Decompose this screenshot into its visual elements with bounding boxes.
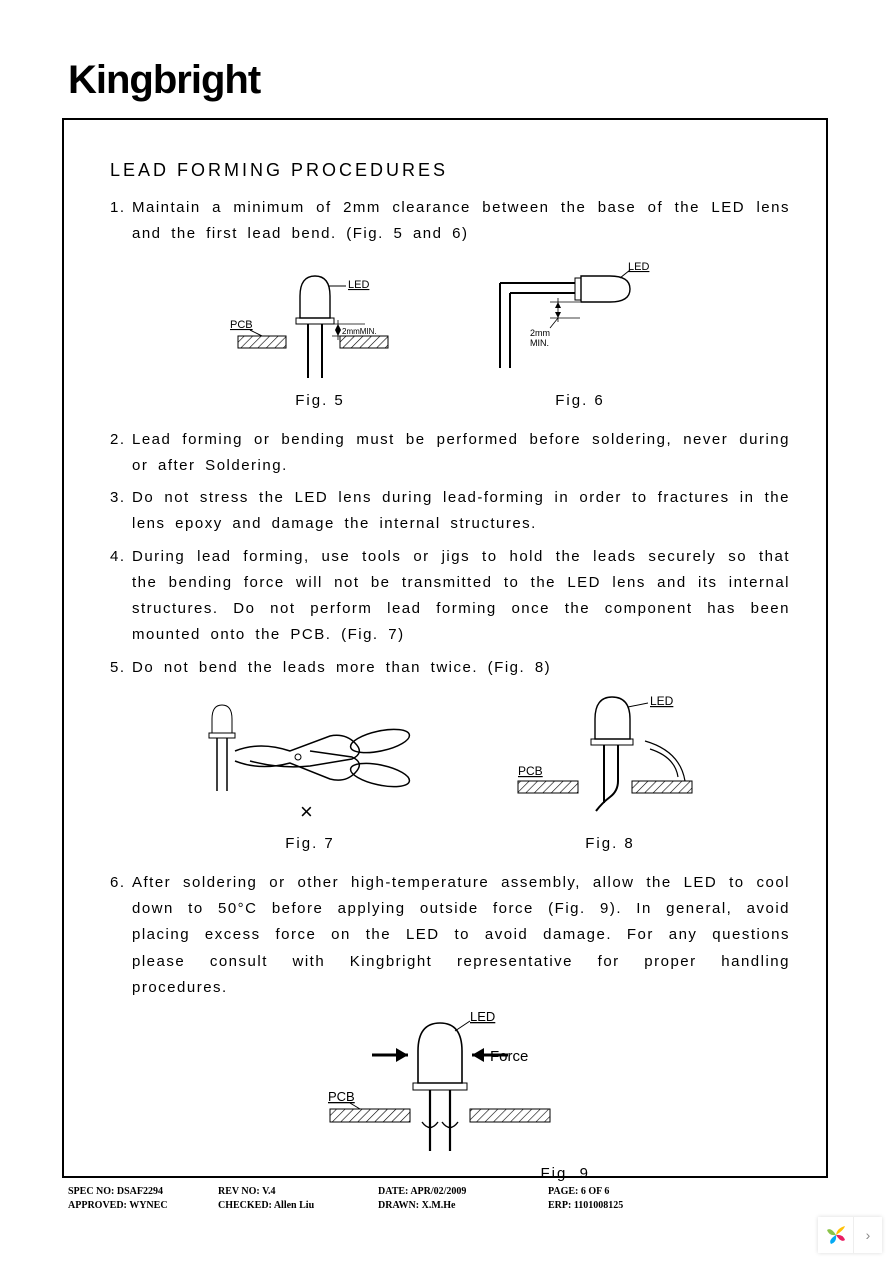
item-text: Lead forming or bending must be performe… (132, 431, 790, 474)
figure-6: LED 2mm MIN. Fig. 6 (480, 258, 680, 409)
footer-checked: CHECKED: Allen Liu (218, 1200, 378, 1211)
min-label-2: MIN. (530, 338, 549, 348)
item-number: 4. (110, 544, 132, 570)
list-item: 3.Do not stress the LED lens during lead… (110, 485, 790, 538)
list-item: 6.After soldering or other high-temperat… (110, 870, 790, 1001)
pcb-label: PCB (230, 319, 253, 331)
brand-logo: Kingbright (68, 58, 260, 103)
fig7-diagram-icon: × (180, 691, 440, 831)
figure-5: PCB LED 2mmMIN. Fig. 5 (220, 258, 420, 409)
fig8-diagram-icon: LED PCB (500, 691, 720, 831)
figure-caption: Fig. 6 (480, 392, 680, 409)
item-number: 1. (110, 195, 132, 221)
list-item: 5.Do not bend the leads more than twice.… (110, 655, 790, 681)
item-number: 2. (110, 427, 132, 453)
item-text: Do not stress the LED lens during lead-f… (132, 489, 790, 532)
item-number: 5. (110, 655, 132, 681)
led-label: LED (628, 261, 649, 273)
footer: SPEC NO: DSAF2294 REV NO: V.4 DATE: APR/… (68, 1186, 828, 1214)
footer-row: SPEC NO: DSAF2294 REV NO: V.4 DATE: APR/… (68, 1186, 828, 1197)
widget-logo-icon (818, 1217, 854, 1253)
fig5-diagram-icon: PCB LED 2mmMIN. (220, 258, 420, 388)
figure-caption: Fig. 7 (180, 835, 440, 852)
footer-row: APPROVED: WYNEC CHECKED: Allen Liu DRAWN… (68, 1200, 828, 1211)
led-label: LED (470, 1011, 495, 1024)
corner-widget[interactable]: › (818, 1217, 882, 1253)
pcb-label: PCB (328, 1089, 355, 1104)
footer-page: PAGE: 6 OF 6 (548, 1186, 698, 1197)
content-region: LEAD FORMING PROCEDURES 1.Maintain a min… (110, 160, 790, 1200)
figure-row-7-8: × Fig. 7 LED (110, 691, 790, 852)
figure-row-9: LED PCB Force Fig. 9 (110, 1011, 790, 1182)
item-number: 6. (110, 870, 132, 896)
min-label-1: 2mm (530, 328, 550, 338)
figure-7: × Fig. 7 (180, 691, 440, 852)
force-label: Force (490, 1048, 528, 1065)
figure-caption: Fig. 8 (500, 835, 720, 852)
figure-8: LED PCB Fig. 8 (500, 691, 720, 852)
item-text: Maintain a minimum of 2mm clearance betw… (132, 199, 790, 242)
list-item: 1.Maintain a minimum of 2mm clearance be… (110, 195, 790, 248)
footer-erp: ERP: 1101008125 (548, 1200, 698, 1211)
item-text: After soldering or other high-temperatur… (132, 874, 790, 996)
item-number: 3. (110, 485, 132, 511)
figure-caption: Fig. 9 (290, 1165, 610, 1182)
figure-9: LED PCB Force Fig. 9 (290, 1011, 610, 1182)
footer-rev-no: REV NO: V.4 (218, 1186, 378, 1197)
footer-approved: APPROVED: WYNEC (68, 1200, 218, 1211)
footer-drawn: DRAWN: X.M.He (378, 1200, 548, 1211)
pcb-label: PCB (518, 764, 543, 778)
list-item: 2.Lead forming or bending must be perfor… (110, 427, 790, 480)
list-item: 4.During lead forming, use tools or jigs… (110, 544, 790, 649)
figure-caption: Fig. 5 (220, 392, 420, 409)
fig6-diagram-icon: LED 2mm MIN. (480, 258, 680, 388)
section-title: LEAD FORMING PROCEDURES (110, 160, 790, 181)
led-label: LED (650, 694, 674, 708)
figure-row-5-6: PCB LED 2mmMIN. Fig. 5 (110, 258, 790, 409)
min-label: 2mmMIN. (342, 327, 377, 336)
item-text: During lead forming, use tools or jigs t… (132, 548, 790, 644)
led-label: LED (348, 279, 369, 291)
cross-mark: × (300, 799, 313, 824)
item-text: Do not bend the leads more than twice. (… (132, 659, 551, 676)
chevron-right-icon[interactable]: › (854, 1217, 882, 1253)
fig9-diagram-icon: LED PCB Force (290, 1011, 610, 1161)
footer-spec-no: SPEC NO: DSAF2294 (68, 1186, 218, 1197)
footer-date: DATE: APR/02/2009 (378, 1186, 548, 1197)
